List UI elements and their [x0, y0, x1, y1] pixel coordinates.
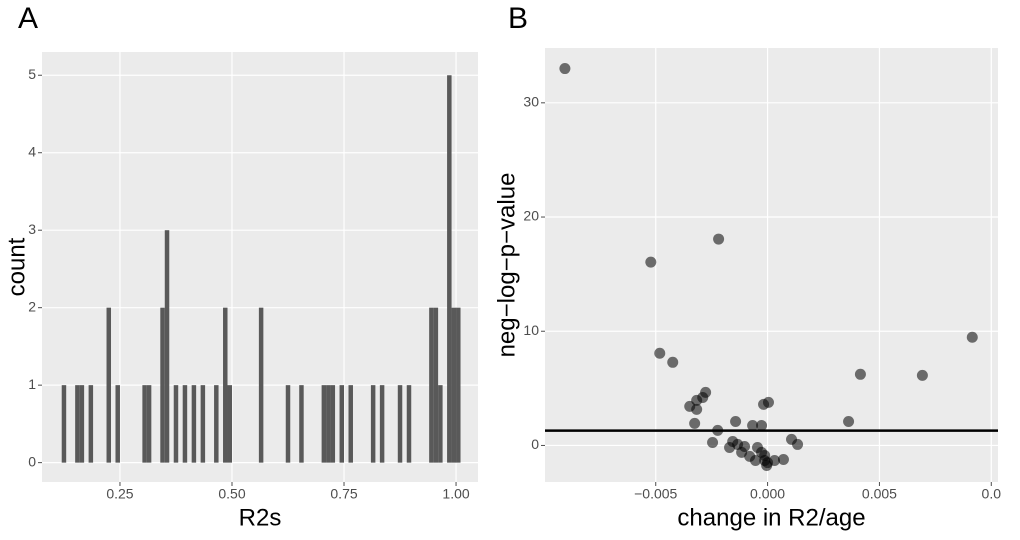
- y-tick-label: 20: [523, 208, 539, 224]
- point: [559, 63, 571, 75]
- x-axis-title: change in R2/age: [677, 504, 865, 531]
- y-tick-label: 3: [28, 221, 36, 237]
- bar: [160, 307, 165, 463]
- point: [747, 419, 759, 431]
- point: [713, 233, 725, 245]
- x-tick-label: 0.0: [982, 486, 1002, 502]
- bar: [227, 385, 232, 463]
- bar: [214, 385, 219, 463]
- bar: [397, 385, 403, 463]
- bar: [115, 385, 120, 463]
- bar: [379, 385, 385, 463]
- point: [707, 436, 719, 448]
- bar: [438, 385, 443, 463]
- bar: [321, 385, 327, 463]
- y-axis-title: neg−log−p−value: [493, 173, 520, 358]
- bar: [106, 307, 112, 463]
- bar: [88, 385, 94, 463]
- bar: [370, 385, 376, 463]
- bar: [429, 307, 434, 463]
- point: [854, 368, 866, 380]
- point: [756, 419, 768, 431]
- point: [916, 369, 928, 381]
- point: [762, 396, 774, 408]
- bar: [299, 385, 304, 463]
- bar: [146, 385, 152, 463]
- bar: [75, 385, 80, 463]
- bar: [200, 385, 206, 463]
- x-tick-label: 0.005: [862, 486, 897, 502]
- x-axis-title: R2s: [239, 504, 282, 531]
- point: [843, 415, 855, 427]
- y-tick-label: 10: [523, 322, 539, 338]
- bar: [79, 385, 85, 463]
- bar: [142, 385, 147, 463]
- plot-background: [545, 48, 998, 482]
- point: [724, 442, 736, 454]
- x-tick-label: 0.50: [218, 486, 245, 502]
- point: [761, 459, 773, 471]
- bar: [406, 385, 412, 463]
- bar: [348, 385, 353, 463]
- point: [654, 347, 666, 359]
- bar: [456, 307, 461, 463]
- point: [750, 455, 762, 467]
- point: [792, 438, 804, 450]
- bar: [173, 385, 179, 463]
- y-tick-label: 1: [28, 376, 36, 392]
- bar: [61, 385, 67, 463]
- x-tick-label: 0.000: [750, 486, 785, 502]
- bar: [339, 385, 345, 463]
- x-tick-label: 0.75: [330, 486, 357, 502]
- point: [691, 403, 703, 415]
- bar: [191, 385, 197, 463]
- y-tick-label: 0: [28, 453, 36, 469]
- bar: [330, 385, 336, 463]
- point: [966, 331, 978, 343]
- point: [777, 454, 789, 466]
- bar: [433, 307, 439, 463]
- point: [712, 424, 724, 436]
- bar: [164, 230, 170, 463]
- x-tick-label: −0.005: [634, 486, 677, 502]
- bar: [285, 385, 291, 463]
- bar: [258, 307, 264, 463]
- y-tick-label: 5: [28, 66, 36, 82]
- panel-title: B: [508, 2, 528, 35]
- point: [759, 450, 771, 462]
- bar: [326, 385, 331, 463]
- y-axis-title: count: [3, 237, 30, 296]
- y-tick-label: 0: [531, 436, 539, 452]
- x-tick-label: 0.25: [106, 486, 133, 502]
- point: [730, 415, 742, 427]
- y-tick-label: 30: [523, 94, 539, 110]
- bar: [182, 385, 188, 463]
- point: [667, 356, 679, 368]
- y-tick-label: 4: [28, 143, 36, 159]
- point: [769, 455, 781, 467]
- panel-title: A: [18, 2, 38, 35]
- bar: [447, 75, 452, 463]
- point: [645, 256, 657, 268]
- y-tick-label: 2: [28, 298, 36, 314]
- point: [689, 417, 701, 429]
- bar: [451, 307, 457, 463]
- x-tick-label: 1.00: [442, 486, 469, 502]
- bar: [223, 307, 228, 463]
